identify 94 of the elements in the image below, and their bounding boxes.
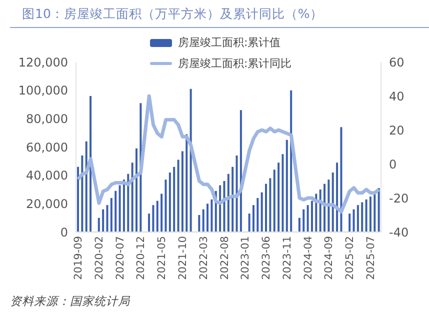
x-tick-label: 2022-03 <box>198 236 210 280</box>
bar <box>310 200 313 232</box>
x-tick-label: 2024-09 <box>323 236 336 280</box>
bar <box>298 218 300 232</box>
y2-tick-label: 60 <box>389 55 404 70</box>
bar <box>302 209 305 232</box>
bar <box>210 199 213 232</box>
bar <box>374 192 376 232</box>
y-tick-label: 40,000 <box>26 168 68 183</box>
x-tick-label: 2020-12 <box>135 236 148 280</box>
y2-tick-label: 20 <box>389 123 404 138</box>
x-tick-label: 2023-06 <box>260 236 273 280</box>
bar <box>173 166 176 232</box>
bar <box>369 196 372 232</box>
line-series <box>76 94 381 214</box>
bar <box>223 181 226 232</box>
bar <box>348 214 351 232</box>
bar <box>98 218 100 232</box>
bar <box>365 199 368 232</box>
chart-title: 图10：房屋竣工面积（万平方米）及累计同比（%） <box>22 6 323 23</box>
bar <box>181 151 184 232</box>
y2-tick-label: 0 <box>389 157 397 172</box>
bar <box>256 198 259 232</box>
bar <box>278 162 280 232</box>
bar <box>356 205 359 232</box>
text: 资料来源：国家统计局 <box>10 294 130 309</box>
bar <box>190 88 192 232</box>
bar <box>90 96 92 232</box>
y2-tick-label: -40 <box>389 225 409 240</box>
bar <box>110 198 112 232</box>
bar <box>156 200 158 232</box>
bar <box>106 205 108 232</box>
bar <box>340 127 342 232</box>
bar <box>286 140 288 232</box>
bar <box>198 215 200 232</box>
bar <box>252 205 254 232</box>
bar <box>378 188 380 232</box>
bar <box>324 184 326 232</box>
bar <box>336 162 338 232</box>
bar <box>168 172 171 232</box>
bar <box>282 154 284 232</box>
x-tick-label: 2025-07 <box>365 236 378 280</box>
bar <box>332 172 334 232</box>
y2-tick-label: -20 <box>389 191 409 206</box>
bar <box>81 156 84 232</box>
bar <box>85 141 88 232</box>
y-tick-label: 80,000 <box>26 112 68 126</box>
bar <box>236 156 238 232</box>
bar <box>328 180 330 232</box>
bar <box>227 174 230 232</box>
bar <box>306 205 309 232</box>
y-tick-label: 60,000 <box>26 140 68 154</box>
y2-tick-label: 40 <box>389 89 404 104</box>
bar <box>232 166 234 232</box>
x-tick-label: 2020-02 <box>93 236 106 280</box>
x-tick-label: 2021-05 <box>156 236 168 280</box>
bar <box>152 205 154 232</box>
y-tick-label: 20,000 <box>26 196 68 211</box>
x-tick-label: 2023-11 <box>281 236 294 280</box>
legend-label: 房屋竣工面积:累计值 <box>178 35 281 51</box>
x-tick-label: 2025-02 <box>344 236 356 280</box>
bar <box>114 190 117 232</box>
bar <box>248 214 250 232</box>
bar <box>269 178 272 232</box>
bar <box>361 202 364 232</box>
x-tick-label: 2023-01 <box>240 236 252 280</box>
y-tick-label: 100,000 <box>18 84 68 98</box>
x-tick-label: 2019-09 <box>72 236 85 280</box>
bar <box>273 170 276 232</box>
bar <box>186 134 188 232</box>
bar <box>118 185 121 232</box>
y-tick-label: 0 <box>60 225 68 240</box>
bar <box>206 204 209 232</box>
bar <box>102 209 104 232</box>
bar <box>77 166 79 232</box>
bar <box>164 180 167 232</box>
bar <box>240 110 242 232</box>
bar <box>122 180 125 232</box>
bar <box>177 160 180 232</box>
bar <box>148 214 150 232</box>
bar <box>202 209 204 232</box>
x-tick-label: 2024-04 <box>302 236 314 280</box>
bar <box>352 209 355 232</box>
x-tick-label: 2022-08 <box>218 236 231 280</box>
y-tick-label: 120,000 <box>18 55 68 70</box>
bar <box>131 162 134 232</box>
bar <box>160 194 163 232</box>
x-tick-label: 2020-07 <box>114 236 126 280</box>
bar <box>265 184 268 232</box>
bar <box>135 148 138 232</box>
legend-label: 房屋竣工面积:累计同比 <box>178 56 292 72</box>
x-tick-label: 2021-10 <box>176 236 189 280</box>
bar <box>219 185 222 232</box>
bar <box>260 192 263 232</box>
